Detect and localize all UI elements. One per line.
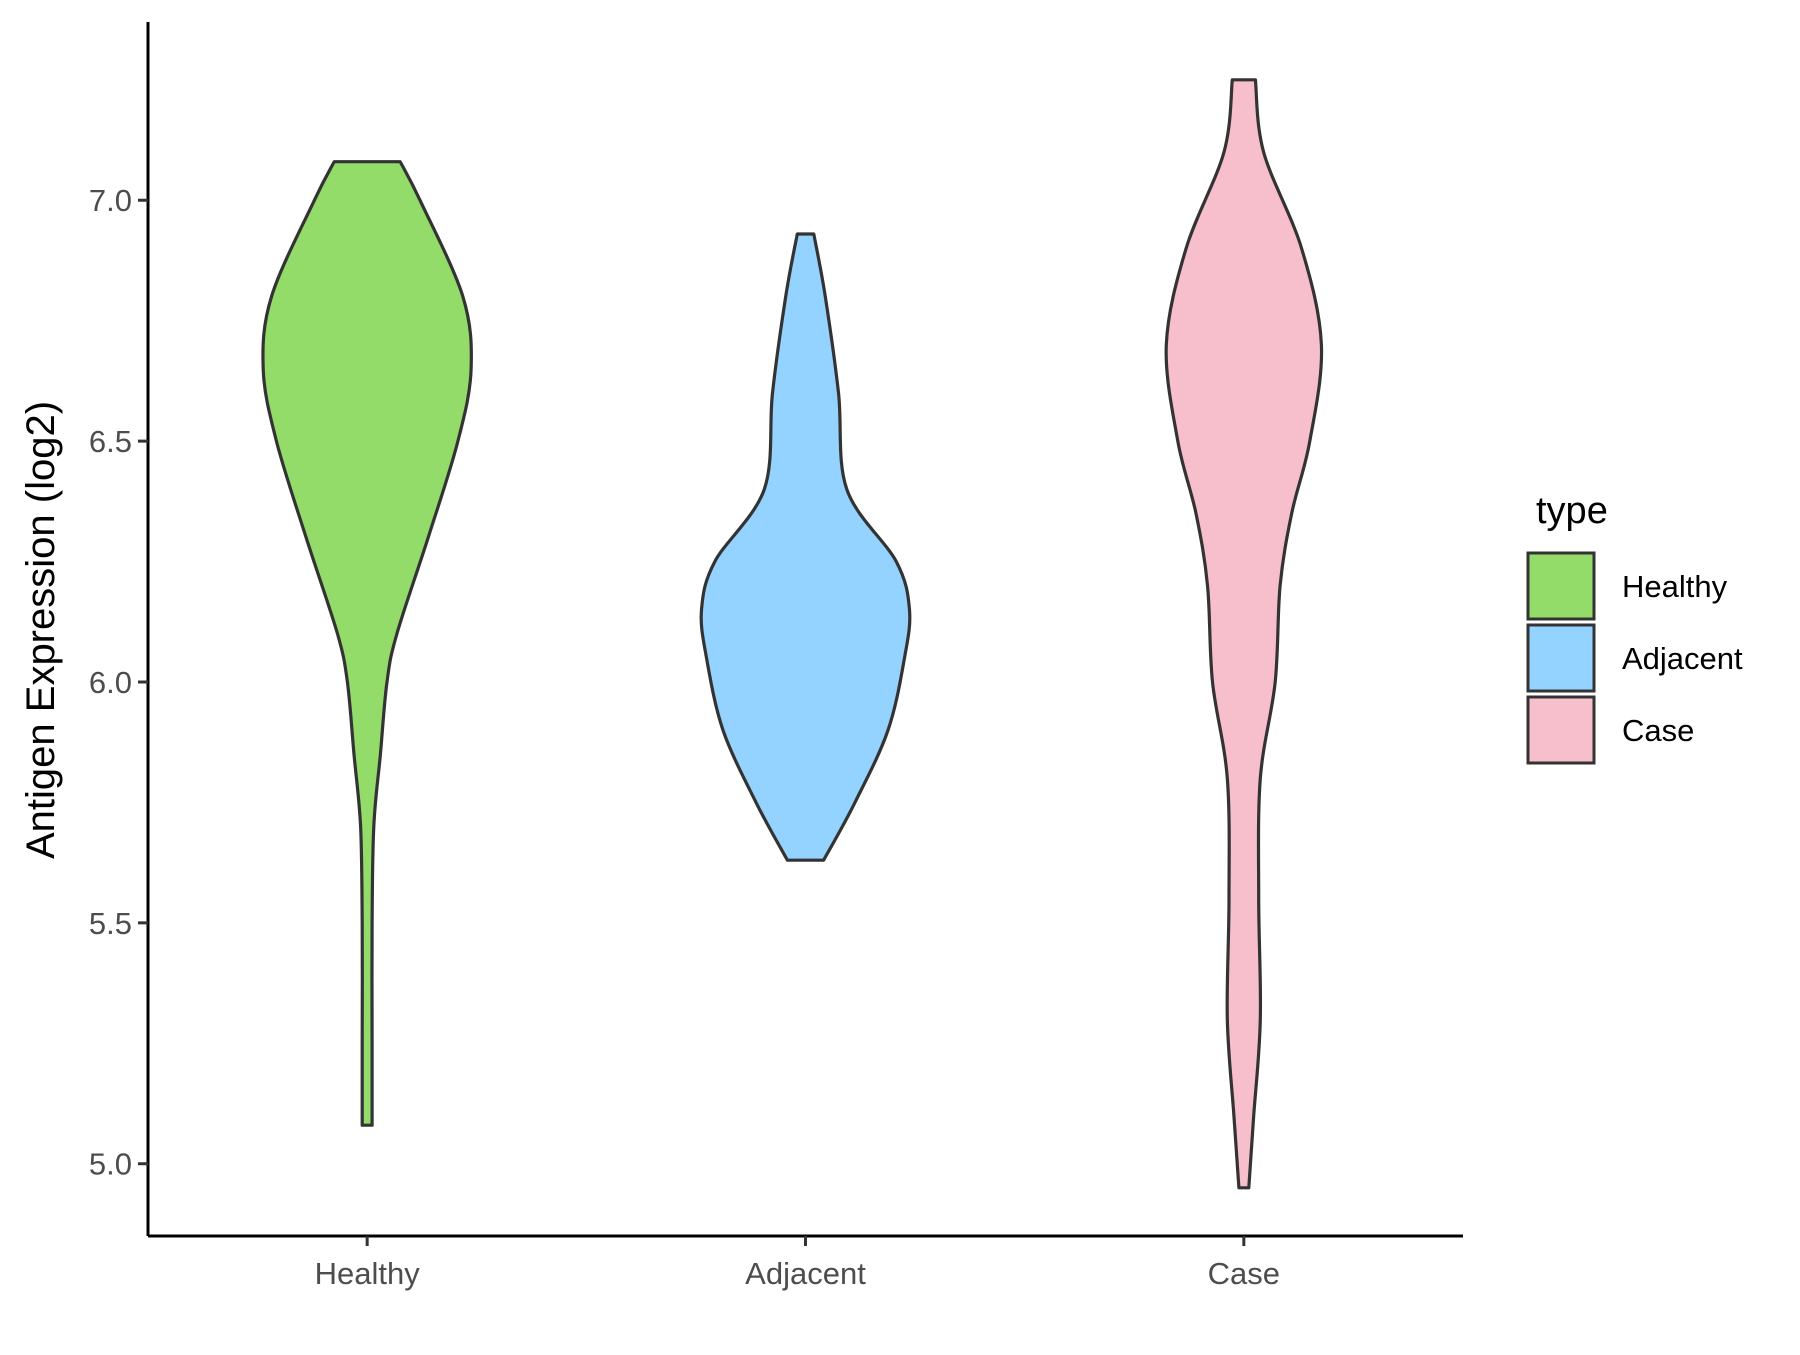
violin-layer — [261, 78, 1324, 1190]
x-tick-label: Adjacent — [745, 1256, 866, 1291]
y-tick-label: 5.0 — [89, 1147, 132, 1182]
y-tick-label: 7.0 — [89, 183, 132, 218]
legend-swatch-healthy — [1526, 551, 1596, 621]
y-axis-title: Antigen Expression (log2) — [19, 401, 63, 859]
legend-label-case: Case — [1622, 713, 1694, 748]
legend-label-healthy: Healthy — [1622, 569, 1728, 604]
y-tick-label: 5.5 — [89, 906, 132, 941]
violin-case — [1164, 78, 1324, 1190]
legend-title: type — [1536, 490, 1608, 532]
violin-adjacent — [699, 232, 912, 862]
violin-healthy — [261, 160, 473, 1127]
legend-swatch-case — [1526, 695, 1596, 765]
x-axis-ticks: Healthy Adjacent Case — [315, 1236, 1280, 1291]
x-tick-label: Case — [1208, 1256, 1280, 1291]
y-tick-label: 6.0 — [89, 665, 132, 700]
y-axis-ticks: 5.0 5.5 6.0 6.5 7.0 — [89, 183, 148, 1182]
legend-label-adjacent: Adjacent — [1622, 641, 1743, 676]
legend-swatch-adjacent — [1526, 623, 1596, 693]
y-tick-label: 6.5 — [89, 424, 132, 459]
legend: type Healthy Adjacent Case — [1526, 490, 1743, 765]
x-tick-label: Healthy — [315, 1256, 421, 1291]
